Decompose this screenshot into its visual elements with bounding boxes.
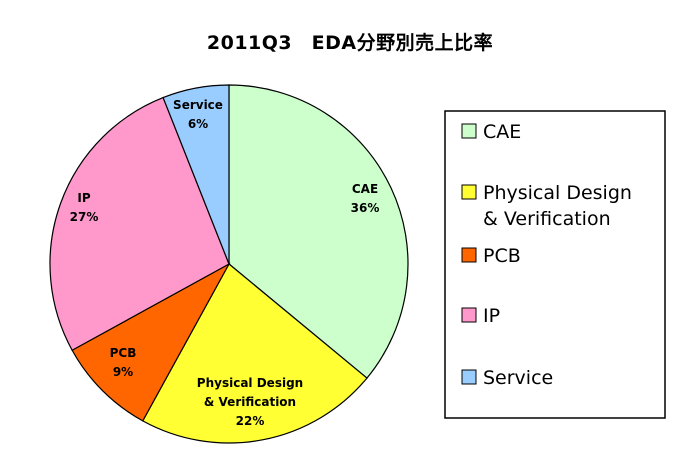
legend-swatch-pcb bbox=[461, 247, 477, 263]
legend-label-physical-design-verification: Physical Design & Verification bbox=[483, 182, 632, 230]
pie-slice-pcb bbox=[71, 262, 231, 422]
legend-label-pcb: PCB bbox=[483, 245, 521, 267]
legend: CAE Physical Design & Verification PCB IP Ser… bbox=[444, 110, 666, 419]
pie-label-ip: IP 27% bbox=[70, 191, 99, 224]
legend-label-cae: CAE bbox=[483, 121, 521, 143]
pie-labels: CAE 36% Physical Design & Verification 22% PC… bbox=[70, 98, 380, 428]
legend-swatch-cae bbox=[461, 123, 477, 139]
pie-label-pcb: PCB 9% bbox=[110, 346, 137, 379]
legend-swatch-service bbox=[461, 369, 477, 385]
pie-slice-physical-design-verification bbox=[141, 263, 368, 444]
legend-label-ip: IP bbox=[483, 305, 500, 327]
pie-slices bbox=[49, 84, 409, 444]
legend-label-service: Service bbox=[483, 367, 553, 389]
pie-label-physical-design-verification: Physical Design & Verification 22% bbox=[197, 376, 303, 428]
legend-swatch-ip bbox=[461, 307, 477, 323]
pie-label-service: Service 6% bbox=[173, 98, 223, 131]
legend-box bbox=[444, 110, 666, 419]
pie-slice-service bbox=[162, 84, 230, 265]
legend-swatch-physical-design-verification bbox=[461, 184, 477, 200]
pie-slice-ip bbox=[49, 96, 230, 352]
pie-label-cae: CAE 36% bbox=[351, 182, 380, 215]
pie-slice-cae bbox=[228, 84, 409, 379]
chart-title: 2011Q3 EDA分野別売上比率 bbox=[206, 32, 494, 54]
